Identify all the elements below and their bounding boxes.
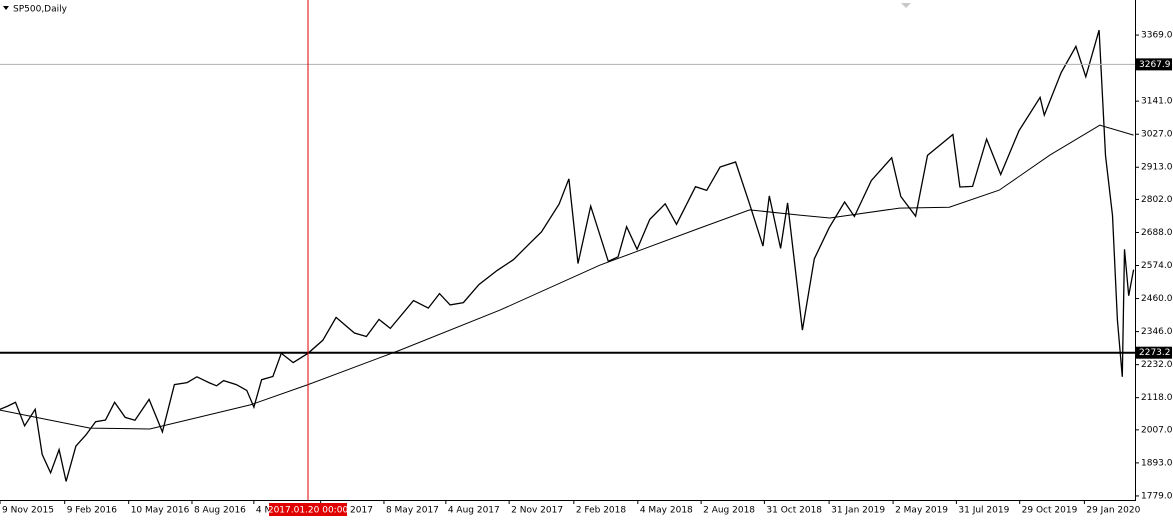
x-tick-label: 2 Nov 2017 bbox=[511, 506, 563, 516]
x-tick-label: 7 Feb 2017 bbox=[323, 506, 373, 516]
y-tick-label: 1779.0 bbox=[1141, 491, 1173, 501]
y-tick-label: 2913.0 bbox=[1141, 163, 1173, 173]
x-tick-label: 4 Aug 2017 bbox=[448, 506, 500, 516]
price-label: 2273.2 bbox=[1139, 348, 1171, 358]
x-tick-label: 31 Oct 2018 bbox=[766, 506, 822, 516]
y-tick-label: 2802.0 bbox=[1141, 195, 1173, 205]
y-tick-label: 2346.0 bbox=[1141, 327, 1173, 337]
x-tick-label: 29 Oct 2019 bbox=[1022, 506, 1078, 516]
y-tick-label: 2232.0 bbox=[1141, 360, 1173, 370]
y-tick-label: 3141.0 bbox=[1141, 97, 1173, 107]
x-tick-label: 2 May 2019 bbox=[895, 506, 948, 516]
y-tick-label: 2007.0 bbox=[1141, 425, 1173, 435]
x-tick-label: 8 Aug 2016 bbox=[194, 506, 246, 516]
time-label: 2017.01.20 00:00 bbox=[268, 506, 349, 516]
price-label-box bbox=[1136, 346, 1172, 359]
price-line bbox=[0, 124, 1134, 430]
menu-arrow[interactable] bbox=[3, 6, 9, 10]
x-tick-label: 31 Jan 2019 bbox=[831, 506, 885, 516]
y-tick-label: 2574.0 bbox=[1141, 261, 1173, 271]
chart-title: SP500,Daily bbox=[13, 5, 68, 15]
x-tick-label: 9 Nov 2015 bbox=[2, 506, 54, 516]
time-label-box bbox=[269, 503, 348, 516]
shift-marker bbox=[901, 3, 911, 8]
x-tick-label: 29 Jan 2020 bbox=[1086, 506, 1140, 516]
x-tick-label: 10 May 2016 bbox=[131, 506, 190, 516]
x-tick-label: 9 Feb 2016 bbox=[67, 506, 118, 516]
price-line bbox=[0, 29, 1135, 482]
y-tick-label: 1893.0 bbox=[1141, 458, 1173, 468]
x-tick-label: 4 May 2018 bbox=[640, 506, 693, 516]
y-tick-label: 2688.0 bbox=[1141, 228, 1173, 238]
y-tick-label: 3369.0 bbox=[1141, 31, 1173, 41]
y-tick-label: 2118.0 bbox=[1141, 393, 1173, 403]
price-label: 3267.9 bbox=[1139, 60, 1171, 70]
y-tick-label: 3027.0 bbox=[1141, 130, 1173, 140]
x-tick-label: 2 Aug 2018 bbox=[703, 506, 755, 516]
y-tick-label: 2460.0 bbox=[1141, 294, 1173, 304]
x-tick-label: 31 Jul 2019 bbox=[958, 506, 1009, 516]
price-label-box bbox=[1136, 58, 1172, 71]
x-tick-label: 8 May 2017 bbox=[386, 506, 439, 516]
x-tick-label: 2 Feb 2018 bbox=[576, 506, 627, 516]
